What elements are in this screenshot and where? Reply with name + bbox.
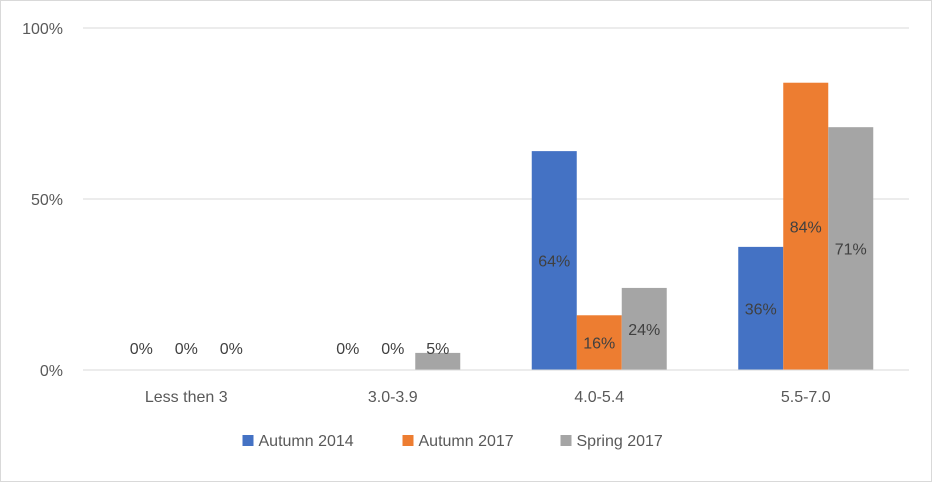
data-label: 0% xyxy=(381,341,404,358)
bar-autumn-2017 xyxy=(783,82,829,370)
legend-label: Spring 2017 xyxy=(577,433,663,450)
category-label: 3.0-3.9 xyxy=(368,389,418,406)
y-tick-label: 100% xyxy=(22,21,63,38)
category-label: 4.0-5.4 xyxy=(574,389,624,406)
data-label: 71% xyxy=(835,242,867,259)
bar-spring-2017 xyxy=(828,127,874,371)
y-tick-label: 0% xyxy=(40,363,63,380)
data-label: 0% xyxy=(336,341,359,358)
data-label: 36% xyxy=(745,301,777,318)
legend-swatch xyxy=(242,435,254,446)
bar-autumn-2017 xyxy=(576,315,622,370)
legend-swatch xyxy=(402,435,414,446)
y-tick-label: 50% xyxy=(31,192,63,209)
data-label: 5% xyxy=(426,341,449,358)
data-label: 0% xyxy=(175,341,198,358)
data-label: 0% xyxy=(220,341,243,358)
data-label: 16% xyxy=(583,336,615,353)
data-label: 84% xyxy=(790,219,822,236)
bar-autumn-2014 xyxy=(738,246,784,370)
legend-label: Autumn 2017 xyxy=(419,433,514,450)
legend-swatch xyxy=(560,435,572,446)
category-label: Less then 3 xyxy=(145,389,228,406)
bar-autumn-2014 xyxy=(531,151,577,370)
data-label: 0% xyxy=(130,341,153,358)
bar-spring-2017 xyxy=(415,352,461,370)
legend-label: Autumn 2014 xyxy=(259,433,354,450)
bar-spring-2017 xyxy=(621,287,667,370)
category-label: 5.5-7.0 xyxy=(781,389,831,406)
data-label: 24% xyxy=(628,322,660,339)
data-label: 64% xyxy=(538,254,570,271)
